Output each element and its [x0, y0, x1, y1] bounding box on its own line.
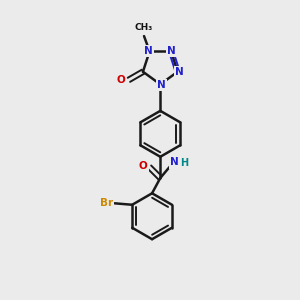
Text: N: N [170, 158, 179, 167]
Text: N: N [157, 80, 166, 90]
Text: Br: Br [100, 198, 113, 208]
Text: H: H [180, 158, 188, 168]
Text: N: N [167, 46, 176, 56]
Text: O: O [116, 75, 125, 85]
Text: O: O [139, 161, 147, 171]
Text: N: N [175, 67, 184, 77]
Text: CH₃: CH₃ [135, 23, 153, 32]
Text: N: N [144, 46, 153, 56]
